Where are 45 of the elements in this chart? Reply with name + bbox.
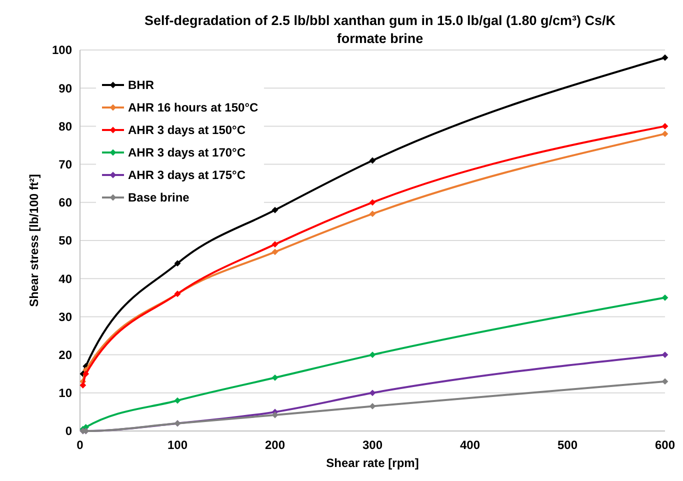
x-tick-label: 100 bbox=[167, 438, 188, 452]
point bbox=[662, 294, 668, 301]
point bbox=[272, 206, 278, 214]
point bbox=[272, 374, 278, 381]
x-axis-title: Shear rate [rpm] bbox=[326, 456, 419, 470]
legend-label: AHR 16 hours at 150°C bbox=[128, 100, 259, 115]
x-tick-label: 200 bbox=[264, 438, 286, 452]
x-tick-label: 600 bbox=[654, 438, 676, 452]
x-tick-label: 300 bbox=[362, 438, 383, 452]
y-tick-label: 40 bbox=[58, 272, 72, 286]
y-tick-label: 30 bbox=[58, 310, 72, 324]
point bbox=[369, 157, 376, 164]
y-tick-label: 100 bbox=[52, 43, 72, 58]
y-tick-label: 60 bbox=[58, 196, 72, 210]
y-tick-label: 10 bbox=[58, 386, 72, 400]
chart-title: Self-degradation of 2.5 lb/bbl xanthan gum in 15.0 lb/gal (1.80 g/cm³) Cs/K formate brine bbox=[144, 13, 616, 46]
legend-label: Base brine bbox=[128, 190, 190, 205]
y-tick-label: 70 bbox=[58, 158, 72, 172]
y-tick-label: 20 bbox=[58, 348, 72, 362]
legend-label: BHR bbox=[128, 78, 154, 92]
point bbox=[174, 260, 181, 267]
point bbox=[272, 241, 278, 248]
x-tick-label: 0 bbox=[76, 438, 84, 452]
y-tick-label: 0 bbox=[65, 424, 72, 438]
point bbox=[80, 382, 86, 388]
x-tick-label: 500 bbox=[557, 438, 578, 452]
point bbox=[82, 370, 90, 378]
x-tick-label: 400 bbox=[460, 438, 480, 452]
y-tick-label: 80 bbox=[58, 119, 72, 134]
point bbox=[662, 378, 668, 385]
y-axis-title: Shear stress [lb/100 ft²] bbox=[27, 174, 41, 307]
point bbox=[662, 123, 668, 130]
point bbox=[272, 412, 278, 418]
point bbox=[369, 210, 376, 218]
point bbox=[174, 397, 181, 404]
legend-label: AHR 3 days at 175°C bbox=[128, 168, 246, 182]
legend-label: AHR 3 days at 150°C bbox=[128, 123, 246, 138]
y-tick-label: 50 bbox=[58, 234, 72, 248]
point bbox=[662, 130, 668, 138]
point bbox=[369, 390, 376, 396]
point bbox=[369, 199, 376, 206]
point bbox=[272, 248, 278, 256]
legend-label: AHR 3 days at 170°C bbox=[128, 146, 246, 160]
point bbox=[662, 54, 668, 61]
y-tick-label: 90 bbox=[58, 81, 72, 96]
